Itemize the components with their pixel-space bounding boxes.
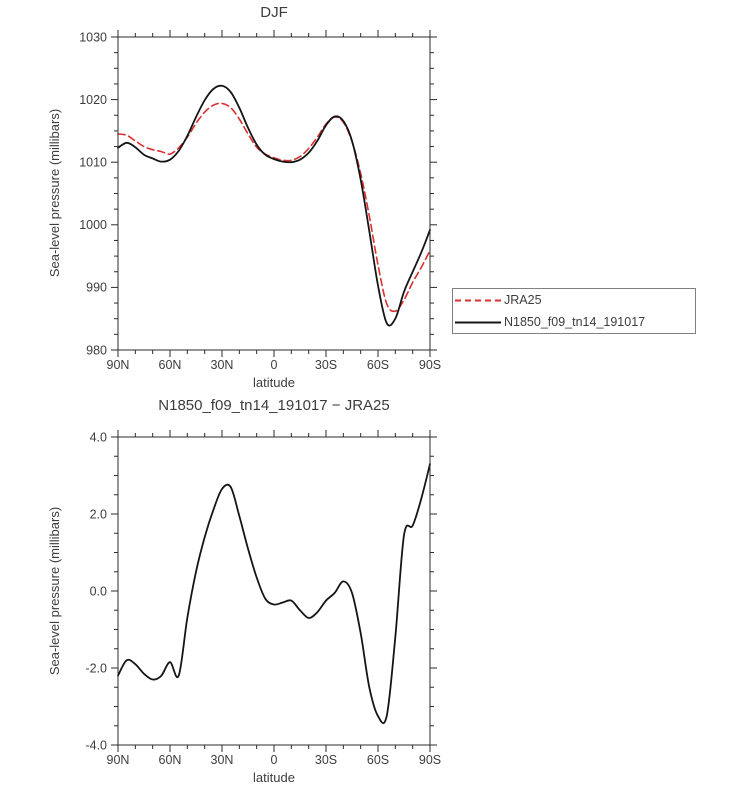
svg-text:30S: 30S — [315, 753, 337, 767]
svg-text:60S: 60S — [367, 753, 389, 767]
svg-text:-2.0: -2.0 — [85, 661, 107, 675]
top-chart-xlabel: latitude — [253, 375, 295, 390]
svg-text:60N: 60N — [159, 753, 182, 767]
top-chart-title: DJF — [260, 4, 288, 21]
solid-line-icon — [455, 321, 501, 323]
svg-text:90S: 90S — [419, 358, 441, 372]
bottom-chart-title: N1850_f09_tn14_191017 − JRA25 — [158, 397, 390, 414]
svg-text:0.0: 0.0 — [90, 584, 107, 598]
legend-entry-jra25: JRA25 — [453, 289, 695, 311]
svg-text:2.0: 2.0 — [90, 507, 107, 521]
bottom-chart-xlabel: latitude — [253, 770, 295, 785]
svg-text:30S: 30S — [315, 358, 337, 372]
svg-text:-4.0: -4.0 — [85, 738, 107, 752]
bottom-chart-canvas: 90N 60N 30N 0 30S 60S 90S 4.0 2.0 0.0 -2.0 -4.0 — [85, 430, 441, 767]
series-n1850-f09-tn14-191017 — [117, 84, 431, 327]
svg-text:90N: 90N — [107, 753, 130, 767]
svg-text:990: 990 — [86, 281, 107, 295]
legend: JRA25 N1850_f09_tn14_191017 — [452, 288, 696, 334]
legend-label-model: N1850_f09_tn14_191017 — [504, 315, 646, 329]
legend-entry-model: N1850_f09_tn14_191017 — [453, 311, 695, 333]
top-chart-ylabel: Sea-level pressure (millibars) — [47, 108, 62, 278]
svg-text:60S: 60S — [367, 358, 389, 372]
series-jra25 — [117, 102, 431, 313]
svg-text:1030: 1030 — [79, 30, 107, 44]
svg-text:0: 0 — [271, 358, 278, 372]
legend-label-jra25: JRA25 — [504, 293, 542, 307]
series-n1850-f09-tn14-191017-jra25 — [117, 463, 431, 725]
svg-text:1020: 1020 — [79, 93, 107, 107]
svg-text:90N: 90N — [107, 358, 130, 372]
bottom-chart-ylabel: Sea-level pressure (millibars) — [47, 506, 62, 676]
svg-text:0: 0 — [271, 753, 278, 767]
svg-text:30N: 30N — [211, 358, 234, 372]
svg-text:60N: 60N — [159, 358, 182, 372]
svg-text:1000: 1000 — [79, 218, 107, 232]
svg-text:90S: 90S — [419, 753, 441, 767]
svg-text:4.0: 4.0 — [90, 430, 107, 444]
svg-text:980: 980 — [86, 343, 107, 357]
svg-text:30N: 30N — [211, 753, 234, 767]
dashed-line-icon — [455, 299, 501, 301]
svg-text:1010: 1010 — [79, 156, 107, 170]
top-chart-canvas: 90N 60N 30N 0 30S 60S 90S 1030 1020 1010 1000 990 98… — [79, 30, 441, 372]
